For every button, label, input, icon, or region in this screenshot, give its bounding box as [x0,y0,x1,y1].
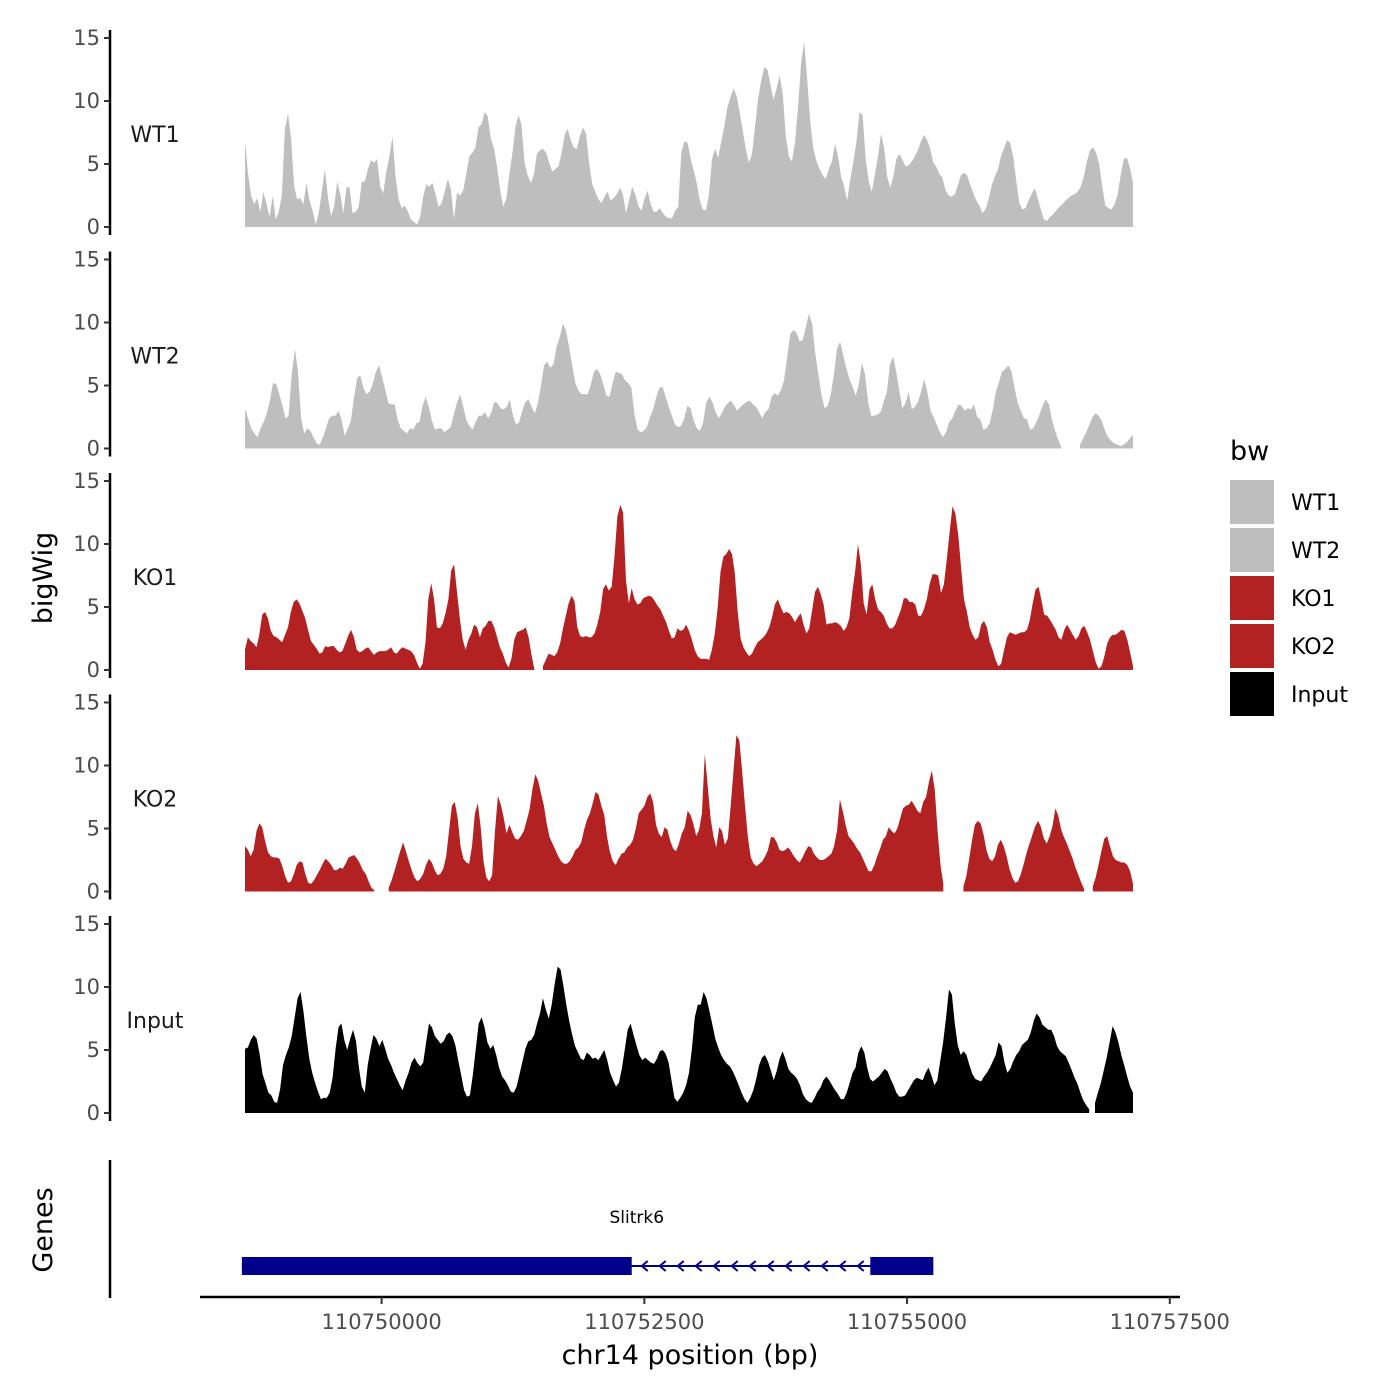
track-label: WT2 [130,345,179,370]
track-label: KO1 [133,566,178,591]
track-wt2: 0 5 10 15 WT2 [73,248,1133,461]
x-axis-title: chr14 position (bp) [562,1340,819,1371]
strand-arrow [730,1260,739,1272]
area-ko2 [388,735,944,892]
gene-panel: Slitrk6 [108,1160,934,1298]
area-ko1 [245,564,535,670]
area-wt2 [245,313,1062,449]
y-tick-label: 0 [87,437,100,461]
area-input [1095,1026,1133,1113]
strand-arrow [712,1260,721,1272]
track-label: KO2 [133,788,178,813]
legend-entry-input: Input [1230,672,1348,716]
y-tick-label: 10 [73,311,100,335]
strand-arrow [820,1260,829,1272]
legend-entry-ko1: KO1 [1230,576,1336,620]
track-input: 0 5 10 15 Input [73,912,1133,1125]
x-tick-label: 110757500 [1110,1310,1230,1334]
strand-arrow [856,1260,865,1272]
signal-tracks: 0 5 10 15 WT1 0 5 10 15 WT2 0 5 10 15 KO1 0 5 10 15 KO2 0 5 10… [73,26,1133,1125]
area-ko2 [1092,836,1133,892]
y-tick-label: 15 [73,469,100,493]
strand-arrow [676,1260,685,1272]
y-tick-label: 15 [73,912,100,936]
y-tick-label: 15 [73,248,100,272]
area-ko2 [963,808,1085,892]
area-wt2 [1080,413,1133,449]
strand-arrow [802,1260,811,1272]
strand-arrow [694,1260,703,1272]
gene-slitrk6: Slitrk6 [241,1208,934,1275]
strand-arrow [784,1260,793,1272]
y-tick-label: 0 [87,1101,100,1125]
legend-swatch [1230,576,1274,620]
area-ko1 [542,504,1133,670]
x-tick-label: 110752500 [584,1310,704,1334]
track-label: WT1 [130,123,179,148]
area-ko2 [245,823,375,892]
area-input [245,966,1090,1113]
y-tick-label: 5 [87,595,100,619]
legend-label: KO1 [1291,587,1336,612]
y-tick-label: 0 [87,215,100,239]
legend-entry-wt2: WT2 [1230,528,1340,572]
y-tick-label: 10 [73,89,100,113]
legend-swatch [1230,528,1274,572]
strand-arrow [658,1260,667,1272]
legend: bw WT1 WT2 KO1 KO2 Input [1230,436,1348,716]
y-axis-title: bigWig [28,532,59,625]
y-tick-label: 0 [87,658,100,682]
y-tick-label: 5 [87,152,100,176]
track-wt1: 0 5 10 15 WT1 [73,26,1133,239]
x-axis: 110750000 110752500 110755000 110757500 [200,1295,1230,1334]
strand-arrow [766,1260,775,1272]
y-tick-label: 15 [73,691,100,715]
legend-swatch [1230,480,1274,524]
gene-label: Slitrk6 [610,1208,665,1228]
strand-arrow [838,1260,847,1272]
x-tick-label: 110750000 [321,1310,441,1334]
legend-label: WT1 [1291,491,1340,516]
legend-label: KO2 [1291,635,1336,660]
y-tick-label: 0 [87,880,100,904]
y-tick-label: 10 [73,532,100,556]
strand-arrow [640,1260,649,1272]
gene-exon [870,1257,934,1275]
legend-title: bw [1230,436,1269,467]
track-ko2: 0 5 10 15 KO2 [73,691,1133,904]
legend-label: Input [1291,683,1348,708]
track-ko1: 0 5 10 15 KO1 [73,469,1133,682]
track-label: Input [127,1009,184,1034]
legend-entry-wt1: WT1 [1230,480,1340,524]
y-tick-label: 10 [73,754,100,778]
area-wt1 [245,41,1133,227]
y-tick-label: 15 [73,26,100,50]
y-tick-label: 10 [73,975,100,999]
y-tick-label: 5 [87,817,100,841]
legend-entry-ko2: KO2 [1230,624,1336,668]
y-tick-label: 5 [87,374,100,398]
legend-swatch [1230,624,1274,668]
legend-swatch [1230,672,1274,716]
legend-label: WT2 [1291,539,1340,564]
y-tick-label: 5 [87,1038,100,1062]
genes-axis-title: Genes [28,1187,59,1272]
x-tick-label: 110755000 [847,1310,967,1334]
gene-exon [241,1257,632,1275]
strand-arrow [748,1260,757,1272]
